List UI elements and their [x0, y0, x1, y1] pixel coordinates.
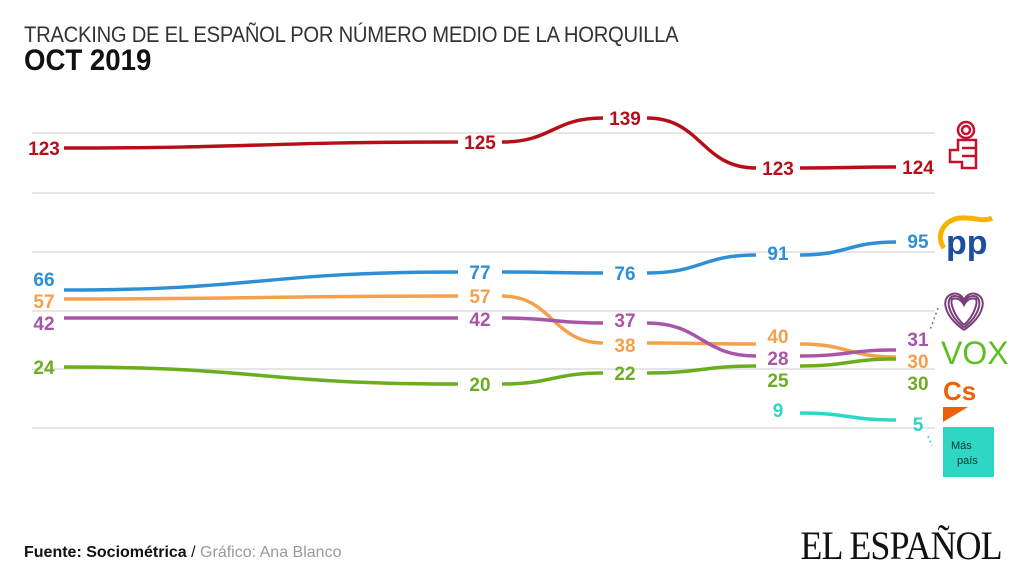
data-label: 123 [28, 139, 60, 160]
data-label: 95 [907, 232, 929, 253]
data-label: 22 [614, 364, 635, 385]
data-label: 38 [614, 336, 635, 357]
data-label: 42 [33, 314, 54, 335]
data-label: 5 [913, 415, 924, 436]
data-label: 20 [469, 375, 490, 396]
source-label: Fuente: Sociométrica [24, 544, 187, 561]
data-label: 42 [469, 310, 490, 331]
source-note: Fuente: Sociométrica / Gráfico: Ana Blan… [24, 544, 341, 562]
mas-pais-logo-text: Más [951, 440, 972, 452]
chart-title: TRACKING DE EL ESPAÑOL POR NÚMERO MEDIO … [24, 22, 679, 47]
series-line [646, 253, 757, 275]
el-espanol-logo: EL ESPAÑOL [800, 523, 1003, 568]
series-line [501, 316, 604, 325]
data-label: 37 [614, 311, 635, 332]
mas-pais-logo [943, 427, 994, 477]
series-line [501, 270, 604, 275]
series-line [646, 116, 757, 170]
data-label: 28 [767, 349, 788, 370]
series-line [63, 294, 459, 301]
vox-logo: VOX [941, 335, 1009, 371]
series-line [646, 341, 757, 346]
data-label: 76 [614, 264, 635, 285]
leader-line [929, 307, 939, 331]
series-line [799, 411, 897, 422]
cs-logo: Cs [943, 376, 976, 406]
credit: Gráfico: Ana Blanco [200, 544, 342, 561]
data-label: 25 [767, 371, 789, 392]
data-label: 31 [907, 330, 929, 351]
data-label: 123 [762, 159, 794, 180]
data-label: 24 [33, 358, 55, 379]
series-line [799, 240, 897, 257]
data-label: 66 [33, 270, 54, 291]
series-line [63, 365, 459, 386]
data-label: 77 [469, 263, 490, 284]
series-line [799, 348, 897, 358]
cs-triangle-icon [943, 407, 968, 422]
series-line [63, 140, 459, 150]
series-line [501, 371, 604, 386]
data-label: 9 [773, 401, 784, 422]
series-line [646, 364, 757, 375]
heart-logo [944, 292, 984, 331]
data-label: 40 [767, 327, 788, 348]
data-label: 30 [907, 374, 928, 395]
data-label: 57 [469, 287, 490, 308]
psoe-rose-fist-logo [948, 120, 978, 170]
leader-line [927, 435, 933, 447]
data-label: 125 [464, 133, 496, 154]
data-label: 30 [907, 352, 928, 373]
data-label: 124 [902, 158, 934, 179]
series-line [63, 270, 459, 292]
series-line [799, 357, 897, 368]
data-label: 91 [767, 244, 789, 265]
series-line [799, 165, 897, 170]
pp-logo: pp [937, 215, 994, 262]
series-line [501, 116, 604, 144]
series-line [646, 321, 757, 358]
chart-subtitle: OCT 2019 [24, 44, 152, 77]
svg-text:pp: pp [946, 224, 988, 262]
mas-pais-logo-text: país [957, 455, 978, 467]
separator: / [186, 544, 201, 561]
data-label: 57 [33, 292, 54, 313]
data-label: 139 [609, 109, 641, 130]
series-line [799, 342, 897, 359]
